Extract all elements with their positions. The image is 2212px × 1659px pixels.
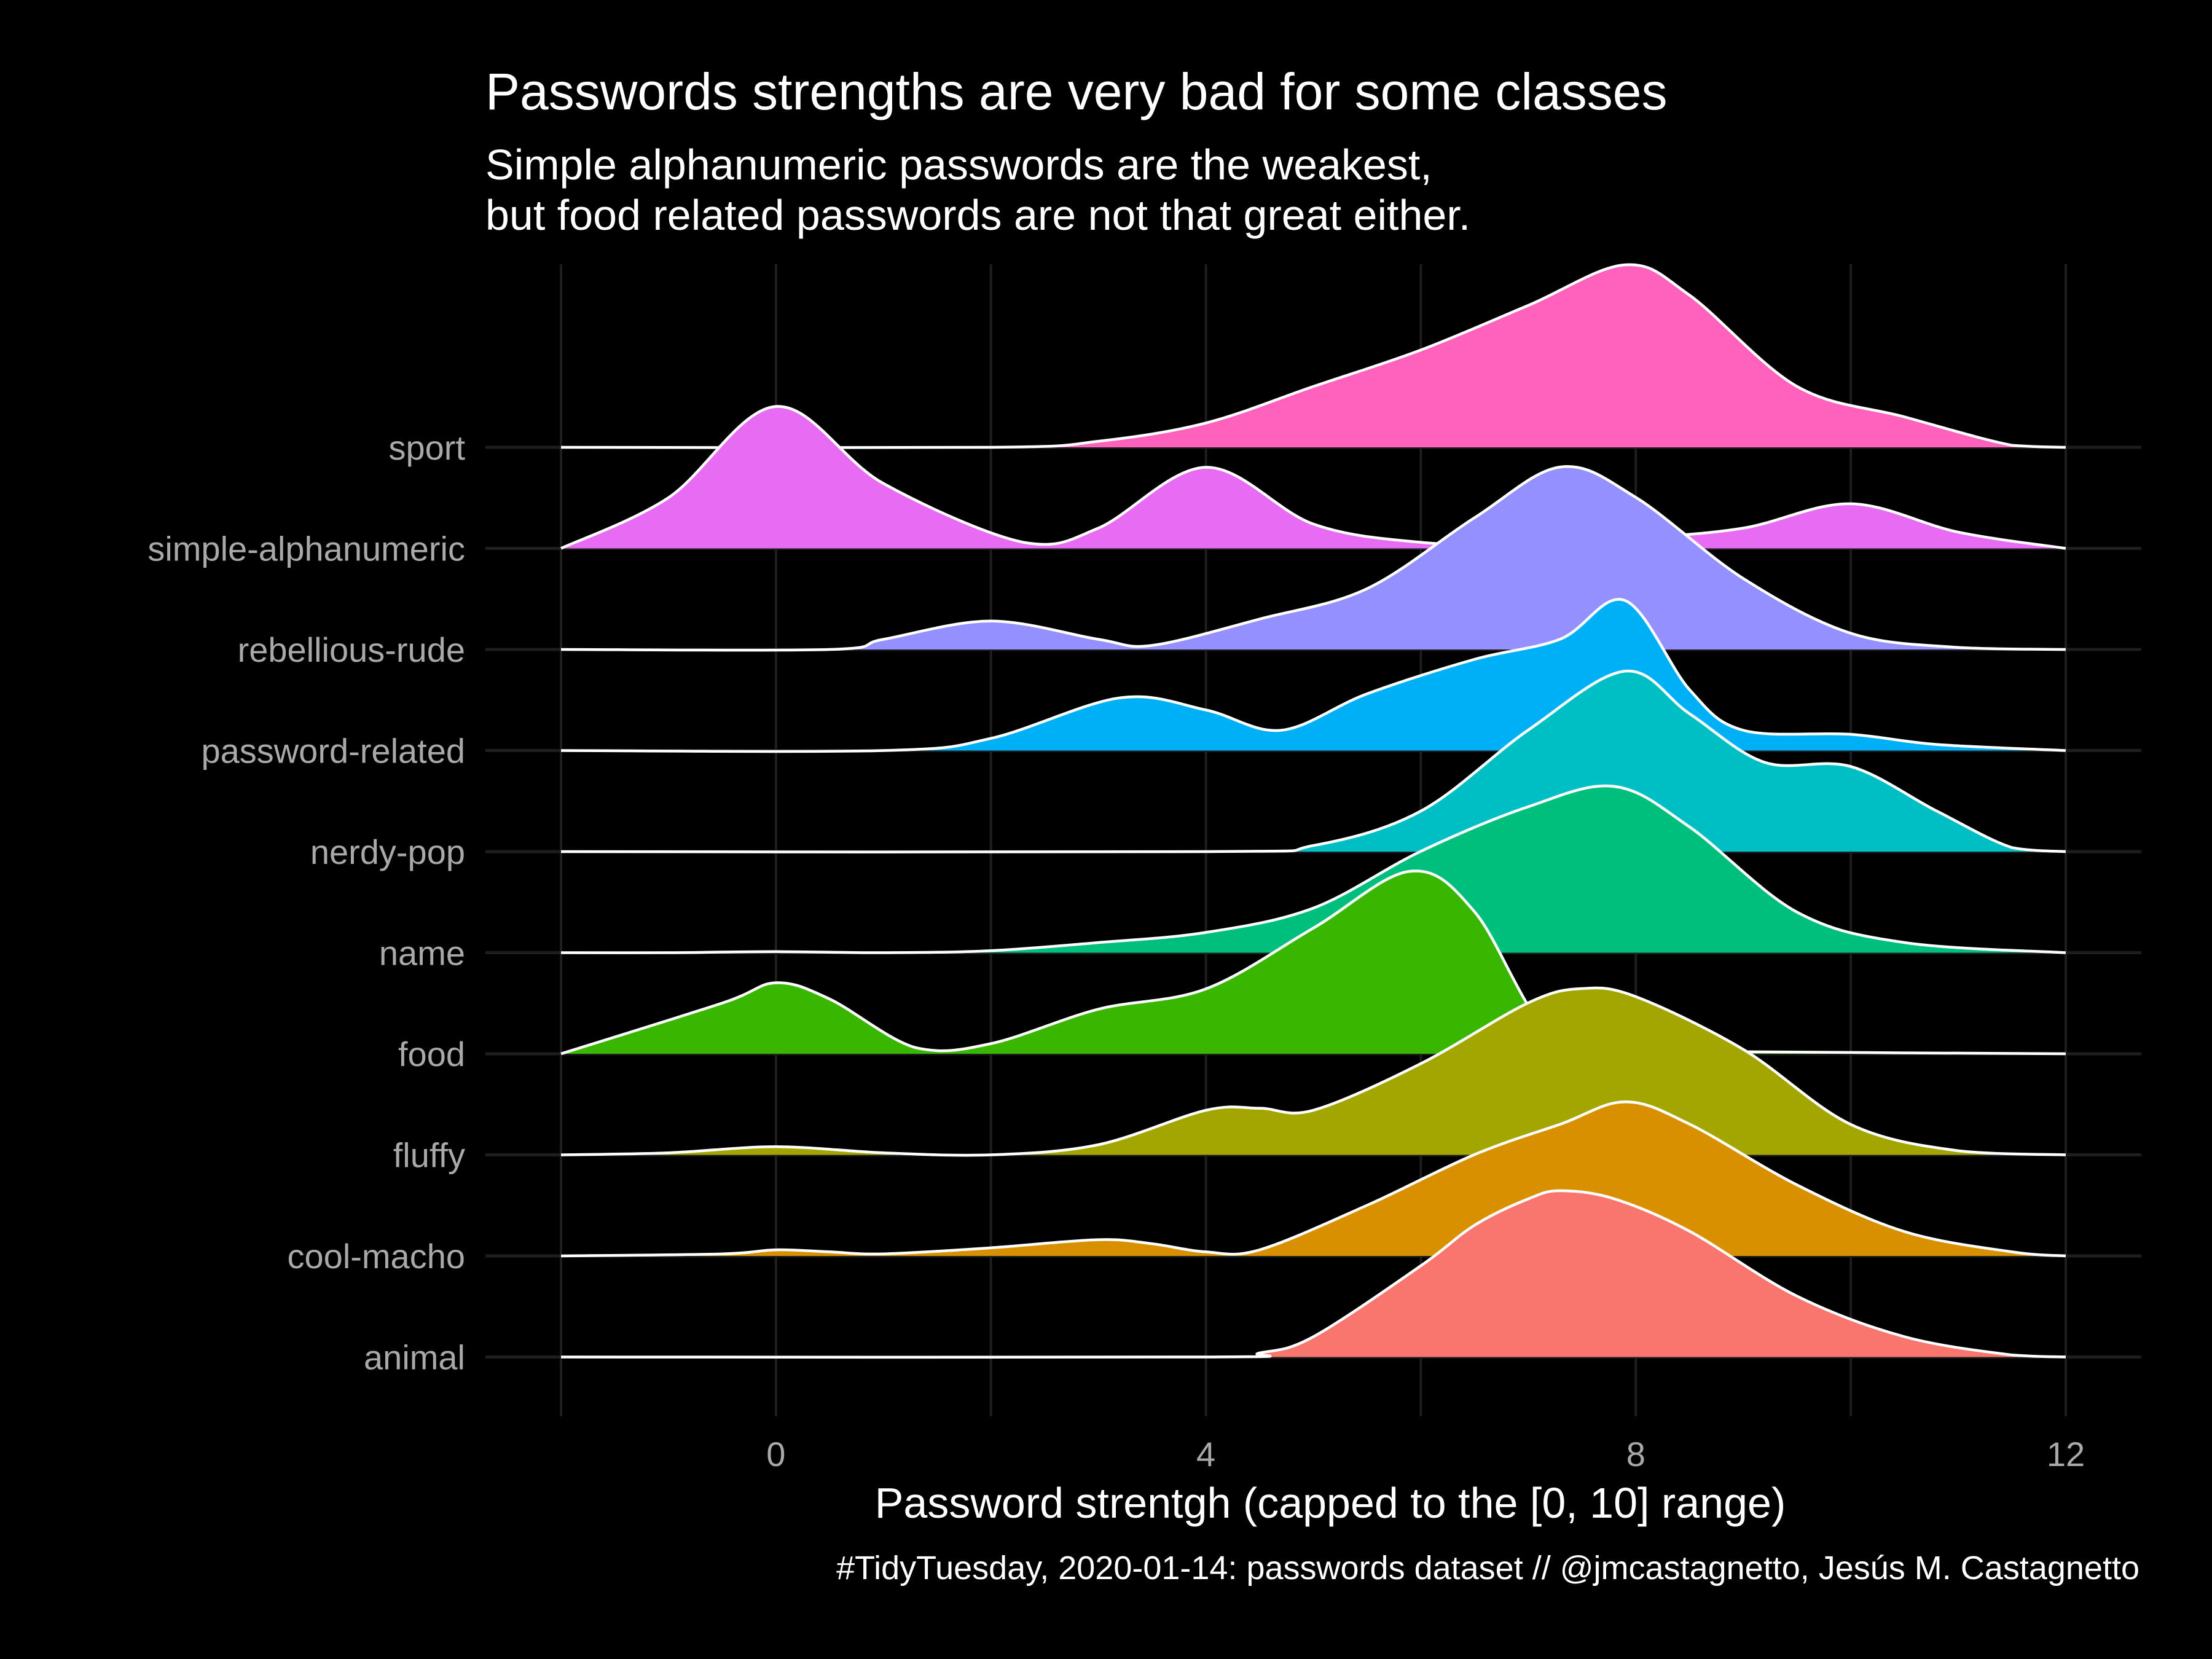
ridge-outline-nerdy-pop [560,670,2066,854]
ridge-sport [560,263,2066,449]
ridge-outline-rebellious-rude [560,465,2066,652]
y-tick-label: password-related [201,732,465,771]
ridge-fill-rebellious-rude [561,466,2066,651]
ridge-outline-simple-alphanumeric [560,405,2066,550]
ridge-outline-name [560,784,2066,954]
ridge-outline-fluffy [560,986,2066,1157]
ridge-fill-cool-macho [561,1102,2066,1256]
ridge-fill-nerdy-pop [561,671,2066,852]
x-axis-title: Password strentgh (capped to the [0, 10]… [875,1479,1786,1527]
x-axis-labels: 0 4 8 12 [766,1435,2085,1473]
x-tick-label: 4 [1196,1435,1215,1473]
ridge-layer [560,263,2066,1359]
y-tick-label: cool-macho [288,1237,465,1276]
y-tick-label: animal [364,1338,465,1377]
x-tick-label: 0 [766,1435,785,1473]
ridge-fill-fluffy [561,987,2066,1156]
ridge-animal [560,1189,2066,1359]
x-tick-label: 8 [1626,1435,1645,1473]
ridge-nerdy-pop [560,670,2066,854]
chart-subtitle-line-2: but food related passwords are not that … [485,191,1470,239]
ridge-rebellious-rude [560,465,2066,652]
y-tick-label: fluffy [393,1136,465,1175]
y-tick-label: sport [389,428,466,467]
ridge-fluffy [560,986,2066,1157]
x-tick-label: 12 [2047,1435,2085,1473]
y-tick-label: nerdy-pop [310,833,465,871]
ridge-cool-macho [560,1100,2066,1258]
chart-caption: #TidyTuesday, 2020-01-14: passwords data… [836,1550,2139,1586]
chart-title: Passwords strengths are very bad for som… [485,63,1667,120]
y-tick-label: simple-alphanumeric [147,530,465,568]
ridge-outline-cool-macho [560,1100,2066,1258]
ridge-fill-food [561,871,2066,1054]
ridge-fill-simple-alphanumeric [561,406,2066,549]
chart-subtitle-line-1: Simple alphanumeric passwords are the we… [485,141,1432,189]
y-axis-labels: animal cool-macho fluffy food name nerdy-pop p… [147,428,465,1377]
ridge-outline-animal [560,1189,2066,1359]
y-tick-label: name [379,934,465,973]
y-tick-label: rebellious-rude [238,630,465,669]
ridge-name [560,784,2066,954]
ridge-outline-password-related [560,598,2066,753]
ridge-fill-sport [561,264,2066,448]
ridge-outline-sport [560,263,2066,449]
y-tick-label: food [398,1035,465,1073]
ridge-simple-alphanumeric [560,405,2066,550]
